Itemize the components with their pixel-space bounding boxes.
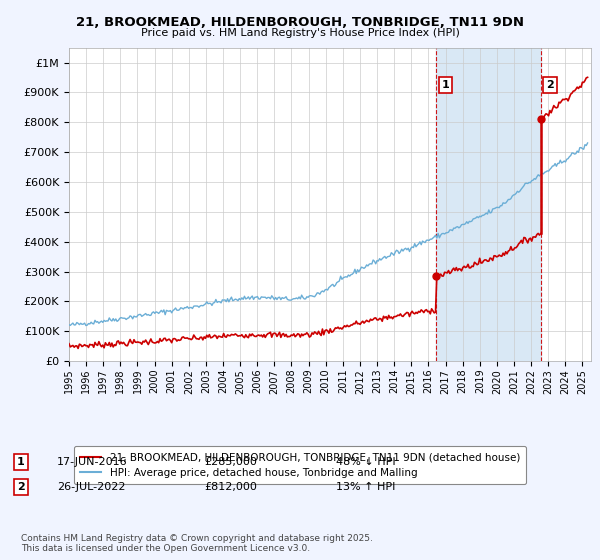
Legend: 21, BROOKMEAD, HILDENBOROUGH, TONBRIDGE, TN11 9DN (detached house), HPI: Average: 21, BROOKMEAD, HILDENBOROUGH, TONBRIDGE,…	[74, 446, 526, 484]
Text: £285,000: £285,000	[204, 457, 257, 467]
Text: 2: 2	[546, 80, 554, 90]
Text: Contains HM Land Registry data © Crown copyright and database right 2025.
This d: Contains HM Land Registry data © Crown c…	[21, 534, 373, 553]
Text: 21, BROOKMEAD, HILDENBOROUGH, TONBRIDGE, TN11 9DN: 21, BROOKMEAD, HILDENBOROUGH, TONBRIDGE,…	[76, 16, 524, 29]
Text: 2: 2	[17, 482, 25, 492]
Bar	[436, 48, 541, 361]
Text: 17-JUN-2016: 17-JUN-2016	[57, 457, 128, 467]
Text: Price paid vs. HM Land Registry's House Price Index (HPI): Price paid vs. HM Land Registry's House …	[140, 28, 460, 38]
Text: 1: 1	[17, 457, 25, 467]
Text: 13% ↑ HPI: 13% ↑ HPI	[336, 482, 395, 492]
Text: 26-JUL-2022: 26-JUL-2022	[57, 482, 125, 492]
Text: 1: 1	[442, 80, 449, 90]
Text: £812,000: £812,000	[204, 482, 257, 492]
Text: 48% ↓ HPI: 48% ↓ HPI	[336, 457, 395, 467]
